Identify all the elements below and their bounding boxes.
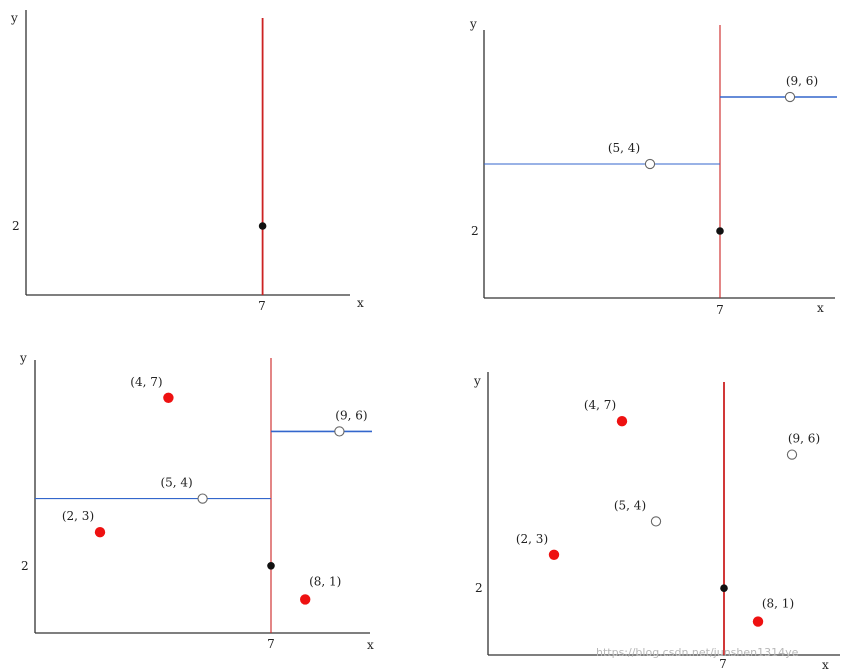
- watermark: https://blog.csdn.net/junshen1314ye: [596, 646, 799, 659]
- point-9-6: [786, 449, 798, 460]
- point-2-3: [94, 527, 106, 538]
- y-tick-2: 2: [21, 559, 29, 573]
- point-8-1-label: (8, 1): [762, 597, 794, 611]
- y-tick-2: 2: [471, 224, 479, 238]
- y-axis-label: y: [473, 374, 481, 388]
- point-2-3-label: (2, 3): [62, 509, 94, 523]
- y-tick-2: 2: [475, 581, 483, 595]
- point-5-4: [197, 493, 208, 504]
- point-9-6: [784, 91, 796, 103]
- point-8-1: [752, 616, 764, 627]
- x-axis-label: x: [822, 658, 829, 671]
- x-axis-label: x: [817, 301, 824, 315]
- point-5-4-label: (5, 4): [608, 141, 640, 155]
- point-9-6-label: (9, 6): [786, 74, 818, 88]
- y-axis-label: y: [19, 351, 27, 365]
- x-tick-7: 7: [719, 657, 727, 671]
- x-axis-label: x: [357, 296, 364, 310]
- x-axis-label: x: [367, 638, 374, 652]
- point-5-4-label: (5, 4): [160, 476, 192, 490]
- point-7-2: [716, 227, 724, 235]
- panel-3: x y 7 2 (4, 7) (9, 6) (5, 4) (2, 3) (8, 1): [19, 351, 374, 652]
- x-tick-7: 7: [258, 299, 266, 313]
- point-4-7-label: (4, 7): [130, 375, 162, 389]
- y-tick-2: 2: [12, 219, 20, 233]
- point-8-1: [300, 594, 311, 605]
- panel-2: x y 7 2 (5, 4) (9, 6): [469, 17, 837, 317]
- point-9-6-label: (9, 6): [335, 408, 367, 422]
- point-7-2: [720, 584, 728, 592]
- point-2-3-label: (2, 3): [516, 532, 548, 546]
- point-5-4: [644, 158, 656, 170]
- point-8-1-label: (8, 1): [309, 574, 341, 588]
- panel-4: x y 7 2 (4, 7) (9, 6) (5, 4) (2, 3) (8, 1): [473, 372, 840, 671]
- point-2-3: [548, 549, 560, 560]
- panels-group: x y 7 2 x y 7 2 (5, 4) (9, 6) x y 7 2 (4, 7) (9, 6) (5, …: [10, 10, 840, 671]
- point-4-7-label: (4, 7): [584, 398, 616, 412]
- y-axis-label: y: [469, 17, 477, 31]
- panel-1: x y 7 2: [10, 10, 364, 313]
- point-4-7: [163, 392, 174, 403]
- x-tick-7: 7: [267, 637, 275, 651]
- point-5-4: [650, 516, 662, 527]
- point-9-6-label: (9, 6): [788, 432, 820, 446]
- point-7-2: [267, 562, 275, 570]
- point-9-6: [334, 426, 345, 437]
- point-4-7: [616, 416, 628, 427]
- point-5-4-label: (5, 4): [614, 498, 646, 512]
- point-7-2: [258, 222, 267, 230]
- x-tick-7: 7: [716, 303, 724, 317]
- y-axis-label: y: [10, 11, 18, 25]
